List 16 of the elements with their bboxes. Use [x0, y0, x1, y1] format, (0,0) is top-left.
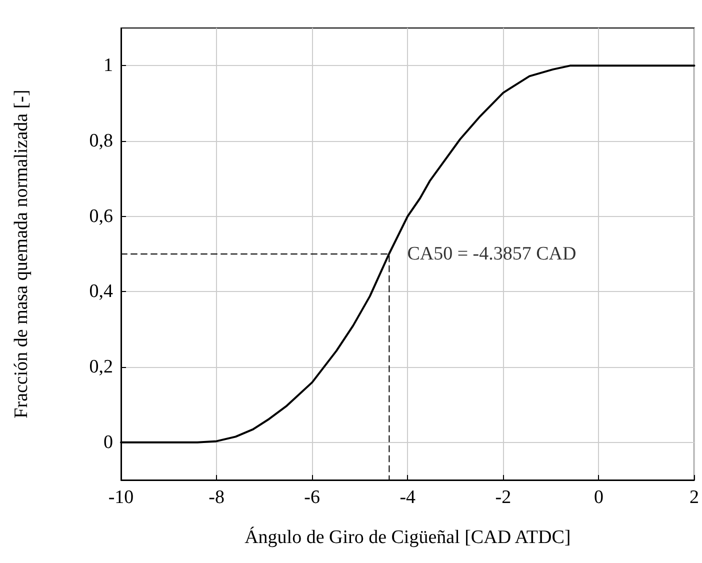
y-tick-label: 0,6 [89, 206, 113, 227]
y-tick-label: 0,2 [89, 356, 113, 378]
x-tick-label: -8 [208, 487, 224, 508]
y-axis-title: Fracción de masa quemada normalizada [-] [11, 90, 32, 418]
x-tick-label: -4 [400, 487, 416, 508]
y-tick-label: 0,4 [89, 281, 114, 302]
y-tick-label: 0 [104, 432, 113, 453]
annotation: CA50 = -4.3857 CAD [407, 244, 576, 264]
x-tick-label: 0 [594, 487, 604, 508]
x-axis-title: Ángulo de Giro de Cigüeñal [CAD ATDC] [244, 526, 571, 548]
x-tick-label: -6 [304, 487, 320, 508]
y-tick-label: 1 [104, 55, 113, 76]
x-tick-label: -10 [108, 487, 134, 508]
y-tick-label: 0,8 [89, 130, 113, 152]
x-tick-label: -2 [495, 487, 512, 508]
x-tick-label: 2 [690, 487, 699, 508]
